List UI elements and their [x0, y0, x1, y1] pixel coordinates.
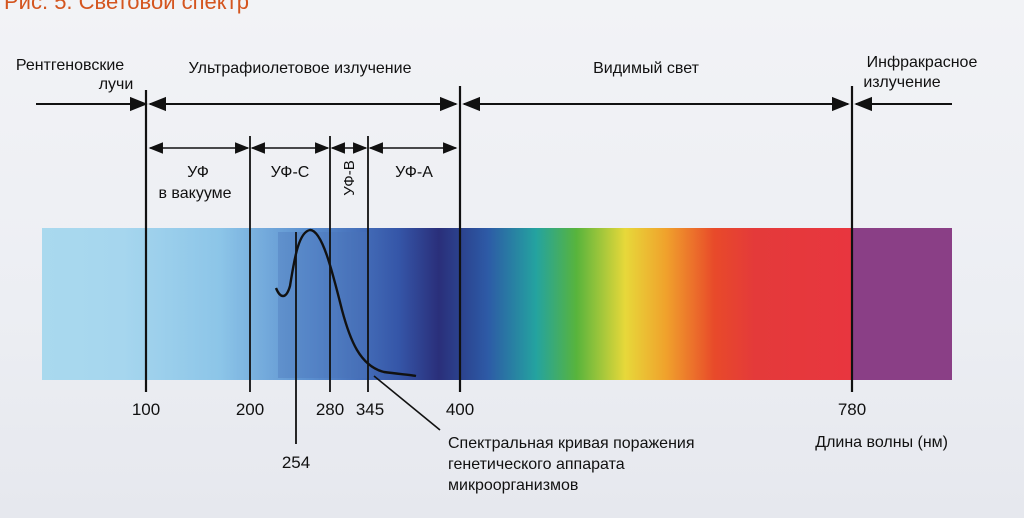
curve-caption-line2: генетического аппарата — [448, 456, 625, 473]
xray-label-line1: Рентгеновские — [16, 57, 124, 74]
infrared-band — [852, 228, 952, 380]
figure-title: Рис. 5. Световой спектр — [4, 0, 249, 14]
xray-label-line2: лучи — [99, 76, 134, 93]
tick-780: 780 — [838, 400, 866, 419]
tick-200: 200 — [236, 400, 264, 419]
uf-c-label: УФ-С — [271, 164, 310, 181]
damage-curve — [274, 228, 417, 378]
peak-label: 254 — [282, 453, 310, 472]
uf-vacuum-label-line1: УФ — [187, 164, 209, 181]
uf-vacuum-label-line2: в вакууме — [158, 185, 231, 202]
uf-a-label: УФ-А — [395, 164, 433, 181]
wavelength-unit-label: Длина волны (нм) — [815, 434, 948, 451]
visible-label: Видимый свет — [593, 60, 699, 77]
ir-label-line2: излучение — [863, 74, 940, 91]
curve-leader — [373, 375, 441, 431]
uf-b-label: УФ-В — [341, 160, 358, 195]
tick-100: 100 — [132, 400, 160, 419]
curve-caption-line3: микроорганизмов — [448, 477, 578, 494]
tick-345: 345 — [356, 400, 384, 419]
spectrum-band — [42, 228, 852, 380]
uv-label: Ультрафиолетовое излучение — [189, 60, 412, 77]
curve-caption-line1: Спектральная кривая поражения — [448, 435, 695, 452]
ir-label-line1: Инфракрасное — [867, 54, 978, 71]
tick-280: 280 — [316, 400, 344, 419]
curve-shade — [278, 232, 368, 378]
tick-400: 400 — [446, 400, 474, 419]
